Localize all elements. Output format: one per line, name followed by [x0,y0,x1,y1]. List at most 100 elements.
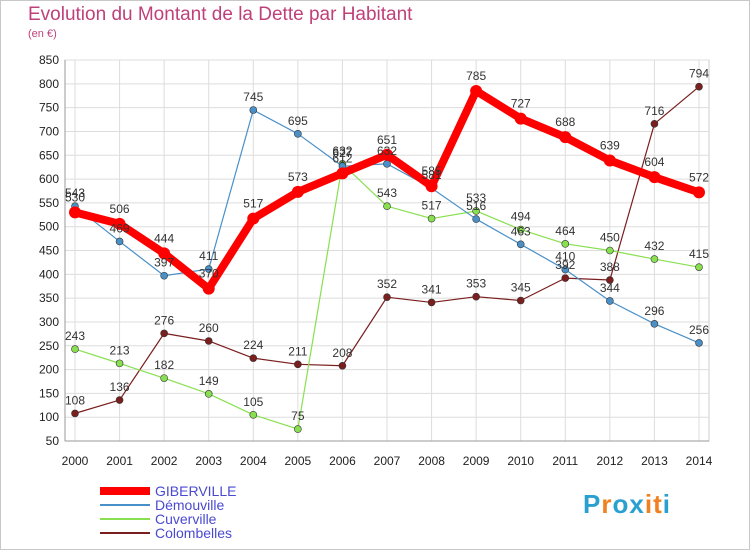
data-label-giberville: 506 [110,202,130,216]
data-label-demouville: 695 [288,114,308,128]
data-point-giberville [158,247,171,260]
data-label-colombelles: 276 [154,313,174,327]
y-tick-label: 800 [39,77,59,91]
data-point-giberville [603,154,616,167]
x-tick-label: 2007 [374,454,401,468]
data-point-giberville [291,185,304,198]
data-label-giberville: 639 [600,138,620,152]
data-point-cuverville [294,425,302,433]
data-point-demouville [561,265,570,274]
data-point-colombelles [561,274,570,282]
legend-swatch [100,487,150,495]
data-point-cuverville [115,359,124,368]
data-point-giberville [693,186,705,199]
logo-letter: o [612,489,630,519]
series-layer [69,82,705,433]
y-tick-label: 550 [39,196,59,210]
data-label-giberville: 530 [65,190,85,204]
data-point-colombelles [204,337,213,345]
data-point-giberville [247,212,260,225]
chart-unit-label: (en €) [28,28,57,40]
y-tick-label: 750 [39,101,59,115]
data-label-cuverville: 415 [689,247,709,261]
y-tick-label: 250 [39,339,59,353]
y-tick-label: 150 [39,386,59,400]
y-tick-label: 100 [39,410,59,424]
x-tick-label: 2011 [552,454,578,468]
data-label-giberville: 517 [243,197,263,211]
y-tick-label: 700 [39,124,59,138]
data-point-demouville [650,320,659,328]
data-label-colombelles: 353 [466,277,486,291]
data-point-cuverville [249,411,258,419]
proxiti-logo: Proxiti [583,489,671,520]
data-point-giberville [425,180,438,193]
y-tick-label: 500 [39,220,59,234]
data-point-cuverville [516,225,525,234]
data-label-giberville: 572 [689,170,709,184]
data-point-cuverville [160,374,168,382]
data-point-colombelles [427,298,436,307]
data-point-demouville [695,339,703,347]
data-label-giberville: 688 [555,115,575,129]
x-tick-label: 2009 [463,454,490,468]
data-labels: 530 506 444 370 517 573 612 651 585 785 727 688 639 6… [65,67,709,423]
x-tick-label: 2004 [240,454,267,468]
chart-title: Evolution du Montant de la Dette par Hab… [28,4,413,25]
data-point-cuverville [427,214,436,223]
data-label-colombelles: 136 [110,380,130,394]
data-label-giberville: 612 [332,151,352,165]
data-point-giberville [336,167,349,180]
data-label-cuverville: 494 [511,210,531,224]
data-label-colombelles: 392 [555,258,575,272]
data-label-cuverville: 105 [243,395,263,409]
data-point-giberville [648,171,661,184]
data-label-colombelles: 211 [288,344,307,358]
data-label-cuverville: 533 [466,191,486,205]
data-label-demouville: 516 [466,199,486,213]
data-point-colombelles [383,293,391,301]
data-label-cuverville: 632 [332,144,352,158]
axes: 50 100 150 200 250 300 350 400 450 500 550 600 650 70… [39,53,713,468]
x-tick-label: 2010 [507,454,534,468]
data-label-colombelles: 208 [332,346,352,360]
data-point-cuverville [695,263,703,271]
data-label-cuverville: 213 [110,343,130,357]
data-point-cuverville [383,202,391,211]
legend-swatch [100,504,150,506]
logo-letter: i [644,489,654,519]
y-tick-label: 300 [39,315,59,329]
x-tick-label: 2013 [641,454,668,468]
data-label-cuverville: 432 [644,239,664,253]
data-label-giberville: 785 [466,69,486,83]
x-tick-label: 2012 [597,454,624,468]
data-label-cuverville: 243 [65,329,85,343]
data-label-demouville: 296 [644,304,664,318]
legend-label: GIBERVILLE [155,483,237,499]
legend-swatch [100,518,150,520]
data-label-giberville: 370 [199,267,219,281]
data-label-giberville: 573 [288,170,308,184]
data-label-colombelles: 341 [422,282,442,296]
data-label-demouville: 543 [65,186,85,200]
x-tick-label: 2005 [285,454,312,468]
y-tick-label: 450 [39,244,59,258]
data-point-colombelles [606,276,614,284]
data-point-cuverville [650,255,659,263]
data-label-colombelles: 352 [377,277,397,291]
data-label-cuverville: 450 [600,231,620,245]
data-label-demouville: 410 [555,250,575,264]
data-label-colombelles: 345 [511,281,531,295]
legend-swatch [100,532,150,534]
data-point-colombelles [338,361,347,370]
data-point-demouville [249,106,258,114]
x-tick-label: 2000 [62,454,89,468]
data-point-giberville [381,148,393,161]
logo-letter: i [662,489,671,519]
logo-letter: P [583,489,602,519]
x-tick-label: 2002 [151,454,178,468]
data-label-demouville: 463 [511,224,531,238]
data-label-colombelles: 388 [600,260,620,274]
data-point-giberville [470,84,483,97]
